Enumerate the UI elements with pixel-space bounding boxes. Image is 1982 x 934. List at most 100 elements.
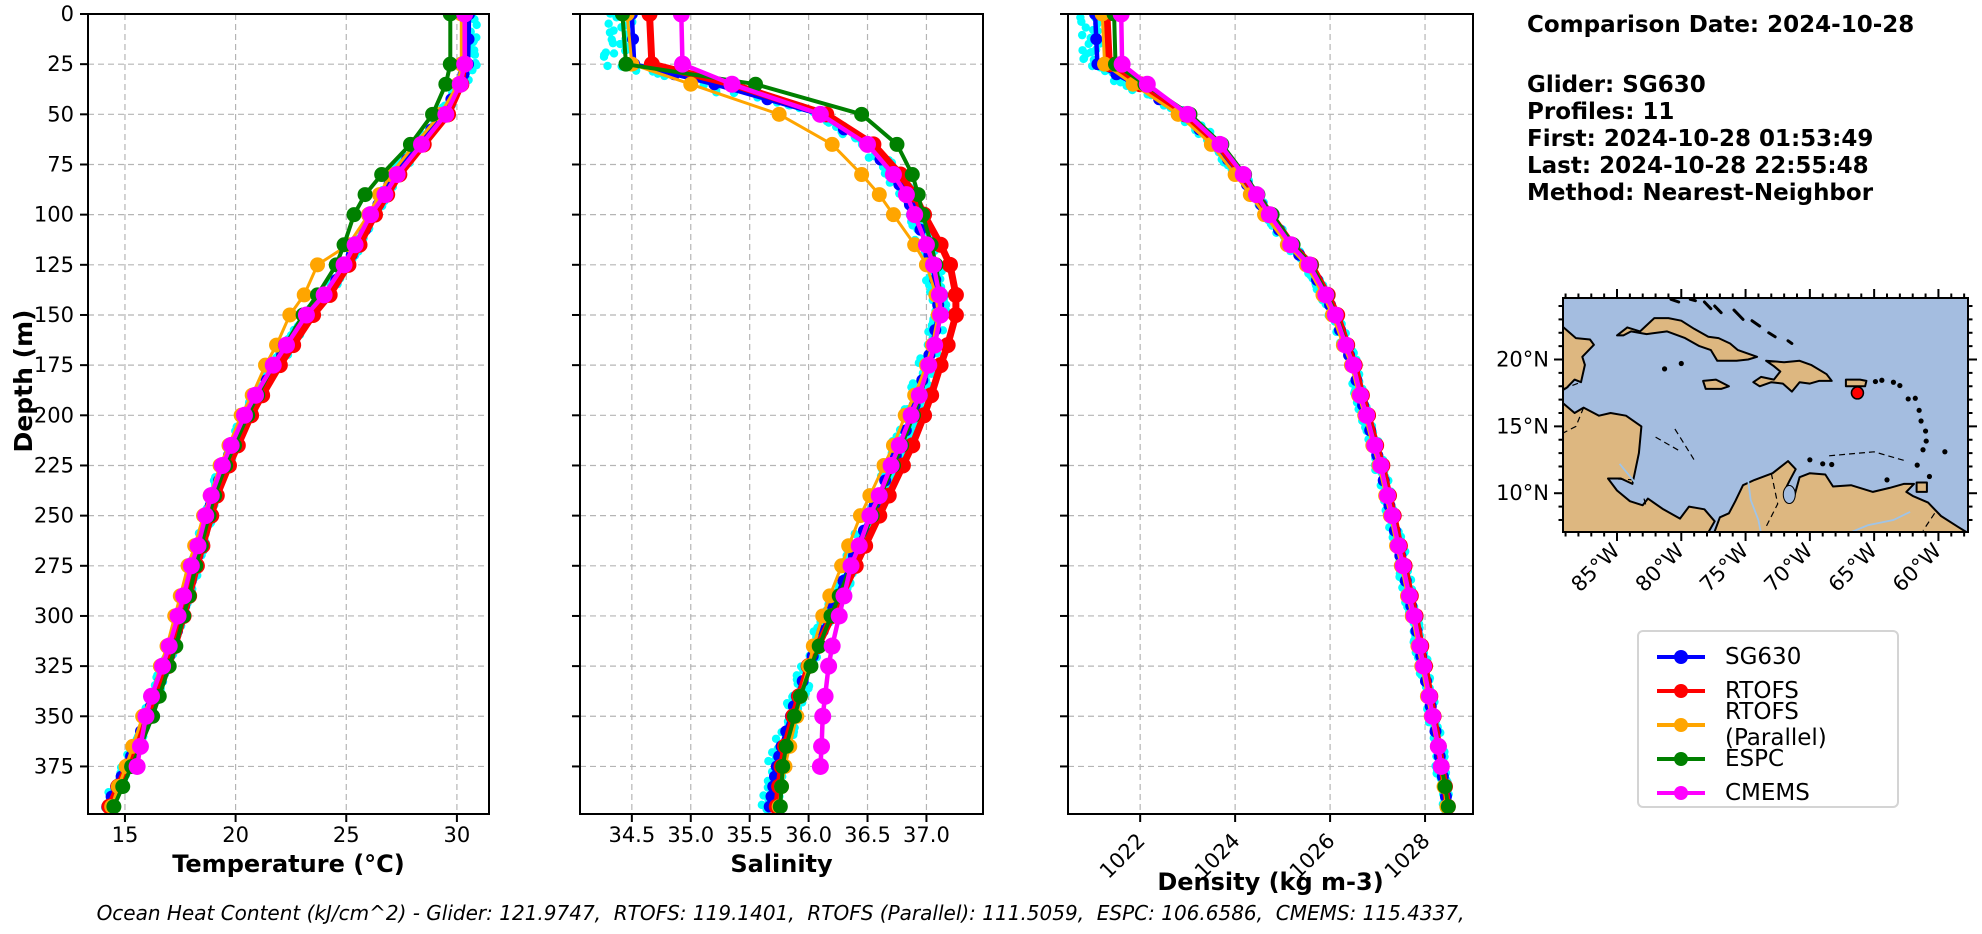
marker <box>925 256 943 274</box>
marker <box>917 236 935 254</box>
marker <box>413 135 431 153</box>
marker <box>442 56 458 72</box>
series-markers-CMEMS <box>672 14 950 775</box>
island-dot <box>1872 378 1879 385</box>
glider-raw-scatter <box>599 14 951 814</box>
marker <box>1094 14 1110 22</box>
series-markers-SG630 <box>625 14 945 813</box>
marker <box>942 256 959 273</box>
island-dot <box>1661 366 1668 372</box>
marker <box>674 55 692 73</box>
island-dot <box>1918 418 1924 424</box>
island-chain <box>1786 339 1794 345</box>
series-markers-CMEMS <box>1112 14 1450 775</box>
marker <box>884 166 902 184</box>
legend-label: RTOFS <box>1725 678 1799 704</box>
last-time-text: Last: 2024-10-28 22:55:48 <box>1527 153 1869 179</box>
x-tick-label: 35.0 <box>667 823 714 847</box>
legend-item-rtofs-parallel: RTOFS (Parallel) <box>1639 699 1897 751</box>
border-line <box>1655 436 1679 451</box>
marker <box>1424 707 1442 725</box>
island-dot <box>1829 461 1835 468</box>
x-tick-label: 15 <box>112 823 139 847</box>
marker <box>202 487 220 505</box>
series-line-RTOFS <box>1103 14 1452 811</box>
marker <box>850 537 868 555</box>
island-chain <box>1767 331 1777 339</box>
ticks: 15 20 25 3002550751001251501752002252502753… <box>34 2 470 847</box>
y-tick-label: 25 <box>47 52 74 76</box>
marker <box>1358 406 1376 424</box>
marker <box>897 186 915 204</box>
marker <box>775 758 791 774</box>
marker <box>1337 336 1355 354</box>
landmass-hisp <box>1752 359 1833 393</box>
series-markers-RTOFS <box>1098 14 1456 814</box>
marker <box>1415 657 1433 675</box>
marker <box>309 257 325 273</box>
landmass-centam <box>1563 401 1716 532</box>
x-tick-label: 25 <box>333 823 360 847</box>
map-lat-label: 20°N <box>1496 348 1549 372</box>
plot-area <box>1076 14 1456 814</box>
legend-label: SG630 <box>1725 644 1802 670</box>
marker <box>1351 386 1369 404</box>
marker <box>1179 105 1197 123</box>
marker <box>932 306 950 324</box>
legend-label: ESPC <box>1725 746 1785 772</box>
marker <box>926 336 944 354</box>
y-tick-label: 200 <box>34 403 74 427</box>
scatter-point <box>603 61 612 71</box>
map-lon-label: 65°W <box>1824 538 1882 596</box>
marker <box>1260 206 1278 224</box>
marker <box>456 14 474 23</box>
marker <box>1300 256 1318 274</box>
plot-area <box>599 14 964 814</box>
island-dot <box>1912 395 1918 401</box>
series-line-CMEMS <box>134 14 467 769</box>
island-chain <box>1750 319 1762 328</box>
island-dot <box>1884 477 1890 483</box>
scatter-point <box>1084 39 1093 49</box>
marker <box>820 657 838 675</box>
series-markers-RTOFS (Parallel) <box>619 14 946 814</box>
marker <box>143 687 161 705</box>
ohc-annotation: Ocean Heat Content (kJ/cm^2) - Glider: 1… <box>96 901 1465 925</box>
plot-area <box>101 14 481 814</box>
marker <box>235 406 253 424</box>
marker <box>854 167 870 183</box>
marker <box>947 286 964 303</box>
map-inset: 85°W 80°W 75°W 70°W 65°W 60°W 20°N 15°N 10°N <box>1496 289 1977 597</box>
marker <box>1282 236 1300 254</box>
panel-salinity: 34.5 35.0 35.5 36.0 36.5 37.0 <box>572 13 984 847</box>
glider-position-marker <box>1850 386 1865 400</box>
map-lat-label: 10°N <box>1496 481 1549 505</box>
marker <box>346 236 364 254</box>
legend-item-sg630: SG630 <box>1639 640 1897 674</box>
series-markers-SG630 <box>1089 14 1454 813</box>
lake-maracaibo <box>1782 485 1796 505</box>
marker <box>197 507 215 525</box>
marker <box>683 76 699 92</box>
scatter-point <box>764 756 773 766</box>
x-tick-label: 34.5 <box>608 823 655 847</box>
marker <box>160 637 178 655</box>
series-markers-CMEMS <box>128 14 474 775</box>
marker <box>1383 507 1401 525</box>
marker <box>916 407 933 424</box>
marker <box>813 737 831 755</box>
marker <box>374 167 390 183</box>
island-chain <box>1713 304 1723 315</box>
salinity-axis-label: Salinity <box>730 850 833 878</box>
marker <box>854 106 870 122</box>
island-chain <box>1732 308 1745 321</box>
marker <box>388 166 406 184</box>
marker <box>618 56 634 72</box>
marker <box>282 307 298 323</box>
landmass-pr <box>1844 378 1868 388</box>
marker <box>835 587 853 605</box>
y-tick-label: 50 <box>47 102 74 126</box>
series-line-ESPC <box>1112 14 1451 809</box>
x-tick-label: 35.5 <box>726 823 773 847</box>
